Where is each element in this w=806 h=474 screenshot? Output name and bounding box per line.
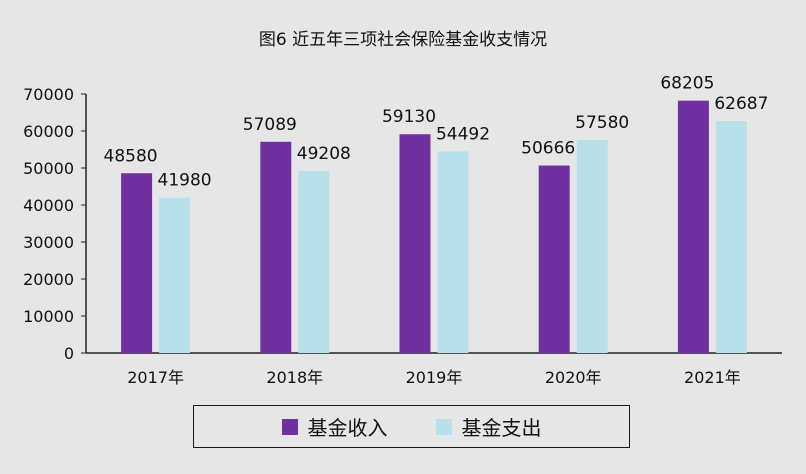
bar-expense bbox=[576, 139, 608, 353]
data-label: 48580 bbox=[104, 146, 158, 166]
legend-label-expense: 基金支出 bbox=[461, 416, 542, 440]
x-axis: 2017年 2018年 2019年 2020年 2021年 bbox=[86, 352, 782, 387]
data-label: 57580 bbox=[575, 113, 629, 133]
chart-title: 图6 近五年三项社会保险基金收支情况 bbox=[259, 30, 547, 50]
x-tick-label: 2017年 bbox=[127, 368, 184, 387]
legend-label-income: 基金收入 bbox=[307, 416, 388, 440]
y-tick-label: 70000 bbox=[23, 85, 74, 104]
y-axis: 0 10000 20000 30000 40000 50000 60000 70000 bbox=[23, 85, 87, 363]
legend-item-expense: 基金支出 bbox=[435, 412, 542, 441]
legend: 基金收入 基金支出 bbox=[193, 405, 630, 448]
data-label: 49208 bbox=[297, 144, 351, 164]
y-tick-label: 10000 bbox=[23, 307, 74, 326]
data-label: 59130 bbox=[382, 107, 436, 127]
legend-swatch-expense bbox=[435, 418, 452, 435]
data-label: 68205 bbox=[660, 74, 714, 94]
y-tick-label: 60000 bbox=[23, 122, 74, 141]
legend-item-income: 基金收入 bbox=[281, 412, 388, 441]
data-label: 57089 bbox=[243, 115, 297, 135]
y-tick-label: 40000 bbox=[23, 196, 74, 215]
bar-income bbox=[538, 165, 570, 353]
x-tick-label: 2019年 bbox=[406, 368, 463, 387]
bar-income bbox=[399, 134, 431, 353]
y-tick-label: 50000 bbox=[23, 159, 74, 178]
x-tick-label: 2018年 bbox=[266, 368, 323, 387]
x-tick-label: 2020年 bbox=[545, 368, 602, 387]
y-tick-label: 20000 bbox=[23, 270, 74, 289]
bar-expense bbox=[298, 170, 330, 353]
bar-income bbox=[677, 100, 709, 353]
y-tick-label: 0 bbox=[64, 344, 74, 363]
x-tick-label: 2021年 bbox=[684, 368, 741, 387]
bar-income bbox=[121, 173, 153, 353]
bar-expense bbox=[159, 197, 191, 353]
data-label: 54492 bbox=[436, 124, 490, 144]
bar-expense bbox=[437, 151, 469, 353]
data-label: 41980 bbox=[158, 171, 212, 191]
bar-expense bbox=[715, 121, 747, 353]
data-label: 50666 bbox=[521, 139, 575, 159]
bar-income bbox=[260, 141, 292, 353]
y-tick-label: 30000 bbox=[23, 233, 74, 252]
data-label: 62687 bbox=[714, 94, 768, 114]
legend-swatch-income bbox=[281, 418, 298, 435]
bars bbox=[121, 100, 747, 353]
